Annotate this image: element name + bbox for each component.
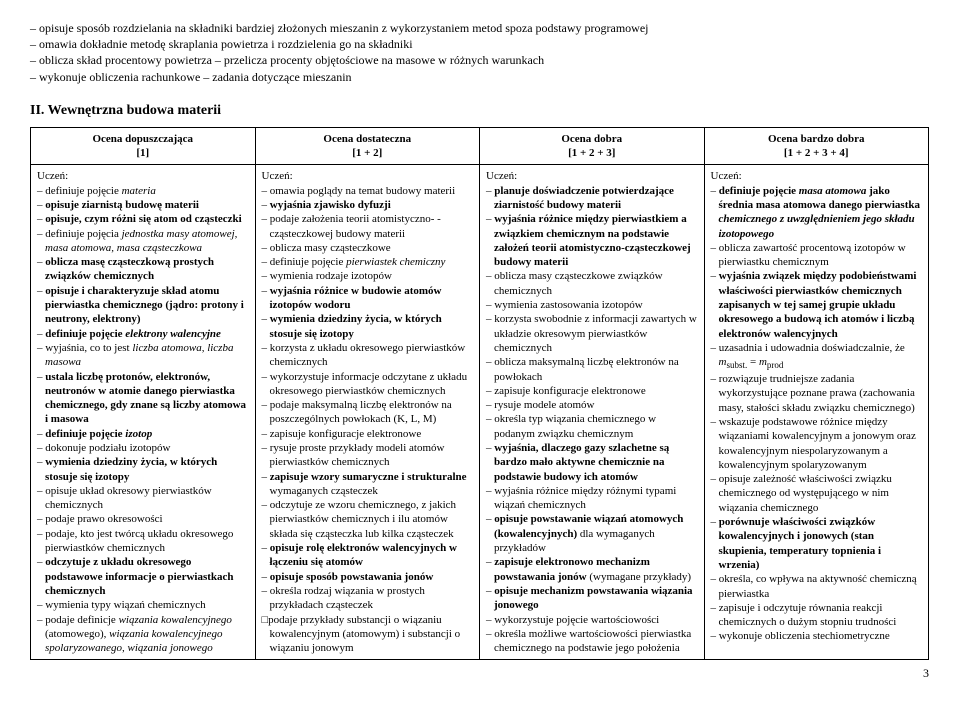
header-sub: [1 + 2] — [352, 147, 382, 159]
list-item: wyjaśnia, co to jest liczba atomowa, lic… — [37, 341, 249, 370]
list-item: określa rodzaj wiązania w prostych przyk… — [262, 584, 474, 613]
list-item: planuje doświadczenie potwierdzające zia… — [486, 184, 698, 213]
cell-col3: Uczeń: planuje doświadczenie potwierdzaj… — [480, 165, 705, 660]
list-item: wyjaśnia zjawisko dyfuzji — [262, 198, 474, 212]
list-item: wykorzystuje informacje odczytane z ukła… — [262, 370, 474, 399]
list-item: odczytuje z układu okresowego podstawowe… — [37, 555, 249, 598]
list-item: wykorzystuje pojęcie wartościowości — [486, 613, 698, 627]
list-item: wymienia rodzaje izotopów — [262, 269, 474, 283]
cell-col4: Uczeń: definiuje pojęcie masa atomowa ja… — [704, 165, 929, 660]
list-item: opisuje rolę elektronów walencyjnych w ł… — [262, 541, 474, 570]
section-title: II. Wewnętrzna budowa materii — [30, 103, 929, 119]
header-label: Ocena dopuszczająca — [92, 133, 193, 145]
col-header-2: Ocena dostateczna [1 + 2] — [255, 127, 480, 165]
list-item: porównuje właściwości związków kowalency… — [711, 515, 923, 572]
list-item: oblicza masy cząsteczkowe — [262, 241, 474, 255]
list-item: opisuje ziarnistą budowę materii — [37, 198, 249, 212]
intro-block: opisuje sposób rozdzielania na składniki… — [30, 20, 929, 85]
list-item: opisuje i charakteryzuje skład atomu pie… — [37, 284, 249, 327]
list-item: zapisuje wzory sumaryczne i strukturalne… — [262, 470, 474, 499]
uczen-label: Uczeń: — [37, 170, 68, 182]
list-item: korzysta z układu okresowego pierwiastkó… — [262, 341, 474, 370]
cell-col1: Uczeń: definiuje pojęcie materia opisuje… — [31, 165, 256, 660]
header-label: Ocena dostateczna — [323, 133, 411, 145]
intro-line: oblicza skład procentowy powietrza – prz… — [30, 52, 929, 68]
page-number: 3 — [30, 666, 929, 681]
list-item: wymienia typy wiązań chemicznych — [37, 598, 249, 612]
list-item: podaje definicje wiązania kowalencyjnego… — [37, 613, 249, 656]
list-item: omawia poglądy na temat budowy materii — [262, 184, 474, 198]
col-header-3: Ocena dobra [1 + 2 + 3] — [480, 127, 705, 165]
list-item: podaje założenia teorii atomistyczno- -c… — [262, 212, 474, 241]
cell-col2: Uczeń: omawia poglądy na temat budowy ma… — [255, 165, 480, 660]
list-item: definiuje pojęcie elektrony walencyjne — [37, 327, 249, 341]
list-item: wyjaśnia, dlaczego gazy szlachetne są ba… — [486, 441, 698, 484]
list-item: określa typ wiązania chemicznego w podan… — [486, 412, 698, 441]
list-item: opisuje zależność właściwości związku ch… — [711, 472, 923, 515]
list-item: definiuje pojęcie izotop — [37, 427, 249, 441]
col-header-1: Ocena dopuszczająca [1] — [31, 127, 256, 165]
list-item: podaje przykłady substancji o wiązaniu k… — [262, 613, 474, 656]
list-item: opisuje mechanizm powstawania wiązania j… — [486, 584, 698, 613]
header-label: Ocena dobra — [561, 133, 622, 145]
list-item: zapisuje konfiguracje elektronowe — [486, 384, 698, 398]
list-item: opisuje, czym różni się atom od cząstecz… — [37, 212, 249, 226]
list-item: wymienia zastosowania izotopów — [486, 298, 698, 312]
header-sub: [1 + 2 + 3] — [568, 147, 615, 159]
list-item: dokonuje podziału izotopów — [37, 441, 249, 455]
col-header-4: Ocena bardzo dobra [1 + 2 + 3 + 4] — [704, 127, 929, 165]
list-item: wykonuje obliczenia stechiometryczne — [711, 629, 923, 643]
list-item: określa możliwe wartościowości pierwiast… — [486, 627, 698, 656]
uczen-label: Uczeń: — [262, 170, 293, 182]
list-item: podaje prawo okresowości — [37, 512, 249, 526]
list-item: oblicza zawartość procentową izotopów w … — [711, 241, 923, 270]
list-item: podaje, kto jest twórcą układu okresoweg… — [37, 527, 249, 556]
list-item: rozwiązuje trudniejsze zadania wykorzyst… — [711, 372, 923, 415]
list-item: zapisuje konfiguracje elektronowe — [262, 427, 474, 441]
list-item: oblicza masy cząsteczkowe związków chemi… — [486, 269, 698, 298]
list-item: korzysta swobodnie z informacji zawartyc… — [486, 312, 698, 355]
list-item: wymienia dziedziny życia, w których stos… — [37, 455, 249, 484]
list-item: wyjaśnia związek między podobieństwami w… — [711, 269, 923, 340]
list-item: ustala liczbę protonów, elektronów, neut… — [37, 370, 249, 427]
list-item: wyjaśnia różnice między różnymi typami w… — [486, 484, 698, 513]
table-row: Uczeń: definiuje pojęcie materia opisuje… — [31, 165, 929, 660]
uczen-label: Uczeń: — [486, 170, 517, 182]
list-item: opisuje powstawanie wiązań atomowych (ko… — [486, 512, 698, 555]
list-item: zapisuje elektronowo mechanizm powstawan… — [486, 555, 698, 584]
grades-table: Ocena dopuszczająca [1] Ocena dostateczn… — [30, 127, 929, 661]
list-item: definiuje pojęcie masa atomowa jako śred… — [711, 184, 923, 241]
list-item: rysuje proste przykłady modeli atomów pi… — [262, 441, 474, 470]
list-item: wyjaśnia różnice w budowie atomów izotop… — [262, 284, 474, 313]
list-item: wskazuje podstawowe różnice między wiąza… — [711, 415, 923, 472]
list-item: oblicza maksymalną liczbę elektronów na … — [486, 355, 698, 384]
list-item: zapisuje i odczytuje równania reakcji ch… — [711, 601, 923, 630]
header-label: Ocena bardzo dobra — [768, 133, 865, 145]
list-item: wymienia dziedziny życia, w których stos… — [262, 312, 474, 341]
list-item: oblicza masę cząsteczkową prostych związ… — [37, 255, 249, 284]
list-item: odczytuje ze wzoru chemicznego, z jakich… — [262, 498, 474, 541]
header-sub: [1] — [136, 147, 149, 159]
intro-line: omawia dokładnie metodę skraplania powie… — [30, 36, 929, 52]
uczen-label: Uczeń: — [711, 170, 742, 182]
list-item: określa, co wpływa na aktywność chemiczn… — [711, 572, 923, 601]
list-item: opisuje układ okresowy pierwiastków chem… — [37, 484, 249, 513]
list-item: definiuje pojęcie pierwiastek chemiczny — [262, 255, 474, 269]
list-item: wyjaśnia różnice między pierwiastkiem a … — [486, 212, 698, 269]
header-sub: [1 + 2 + 3 + 4] — [784, 147, 849, 159]
intro-line: wykonuje obliczenia rachunkowe – zadania… — [30, 69, 929, 85]
list-item: uzasadnia i udowadnia doświadczalnie, że… — [711, 341, 923, 372]
list-item: definiuje pojęcia jednostka masy atomowe… — [37, 227, 249, 256]
list-item: opisuje sposób powstawania jonów — [262, 570, 474, 584]
intro-line: opisuje sposób rozdzielania na składniki… — [30, 20, 929, 36]
list-item: rysuje modele atomów — [486, 398, 698, 412]
list-item: definiuje pojęcie materia — [37, 184, 249, 198]
list-item: podaje maksymalną liczbę elektronów na p… — [262, 398, 474, 427]
